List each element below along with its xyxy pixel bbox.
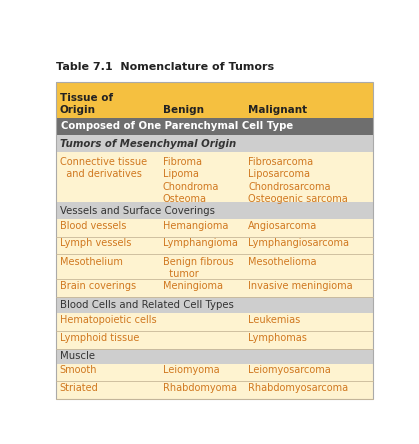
Text: Fibrosarcoma
Liposarcoma
Chondrosarcoma
Osteogenic sarcoma: Fibrosarcoma Liposarcoma Chondrosarcoma … bbox=[248, 157, 348, 204]
Bar bbox=[56, 297, 373, 313]
Text: Angiosarcoma: Angiosarcoma bbox=[248, 221, 317, 230]
Text: Mesothelium: Mesothelium bbox=[59, 257, 122, 267]
Text: Leiomyosarcoma: Leiomyosarcoma bbox=[248, 365, 331, 376]
Text: Tumors of Mesenchymal Origin: Tumors of Mesenchymal Origin bbox=[59, 139, 236, 149]
Text: Striated: Striated bbox=[59, 383, 98, 393]
Text: Lymph vessels: Lymph vessels bbox=[59, 238, 131, 248]
Text: Lymphangioma: Lymphangioma bbox=[163, 238, 238, 248]
Bar bbox=[56, 364, 373, 381]
Bar bbox=[56, 152, 373, 202]
Text: Rhabdomyoma: Rhabdomyoma bbox=[163, 383, 236, 393]
Bar bbox=[56, 202, 373, 219]
Text: Lymphoid tissue: Lymphoid tissue bbox=[59, 333, 139, 343]
Text: Smooth: Smooth bbox=[59, 365, 97, 376]
Text: Connective tissue
  and derivatives: Connective tissue and derivatives bbox=[59, 157, 147, 179]
Bar bbox=[56, 82, 373, 118]
Text: Brain coverings: Brain coverings bbox=[59, 281, 136, 291]
Text: Malignant: Malignant bbox=[248, 105, 307, 115]
Text: Fibroma
Lipoma
Chondroma
Osteoma: Fibroma Lipoma Chondroma Osteoma bbox=[163, 157, 219, 204]
Text: Tissue of
Origin: Tissue of Origin bbox=[59, 93, 113, 115]
Text: Invasive meningioma: Invasive meningioma bbox=[248, 281, 353, 291]
Bar bbox=[56, 349, 373, 364]
Text: Lymphangiosarcoma: Lymphangiosarcoma bbox=[248, 238, 349, 248]
Bar bbox=[56, 254, 373, 279]
Bar bbox=[56, 135, 373, 152]
Text: Leukemias: Leukemias bbox=[248, 315, 300, 325]
Text: Lymphomas: Lymphomas bbox=[248, 333, 307, 343]
Text: Muscle: Muscle bbox=[59, 351, 95, 361]
Text: Blood vessels: Blood vessels bbox=[59, 221, 126, 230]
Bar bbox=[56, 331, 373, 349]
Text: Hematopoietic cells: Hematopoietic cells bbox=[59, 315, 156, 325]
Text: Rhabdomyosarcoma: Rhabdomyosarcoma bbox=[248, 383, 348, 393]
Bar bbox=[56, 279, 373, 297]
Bar bbox=[56, 237, 373, 254]
Text: Hemangioma: Hemangioma bbox=[163, 221, 228, 230]
Text: Table 7.1  Nomenclature of Tumors: Table 7.1 Nomenclature of Tumors bbox=[56, 62, 274, 72]
Text: Mesothelioma: Mesothelioma bbox=[248, 257, 317, 267]
Bar bbox=[56, 381, 373, 399]
Bar bbox=[56, 219, 373, 237]
Text: Benign fibrous
  tumor: Benign fibrous tumor bbox=[163, 257, 233, 279]
Text: Blood Cells and Related Cell Types: Blood Cells and Related Cell Types bbox=[59, 300, 233, 310]
Text: Meningioma: Meningioma bbox=[163, 281, 222, 291]
Text: Vessels and Surface Coverings: Vessels and Surface Coverings bbox=[59, 206, 215, 215]
Bar bbox=[56, 118, 373, 135]
Text: Composed of One Parenchymal Cell Type: Composed of One Parenchymal Cell Type bbox=[61, 122, 293, 131]
Bar bbox=[56, 313, 373, 331]
Text: Benign: Benign bbox=[163, 105, 204, 115]
Text: Leiomyoma: Leiomyoma bbox=[163, 365, 219, 376]
